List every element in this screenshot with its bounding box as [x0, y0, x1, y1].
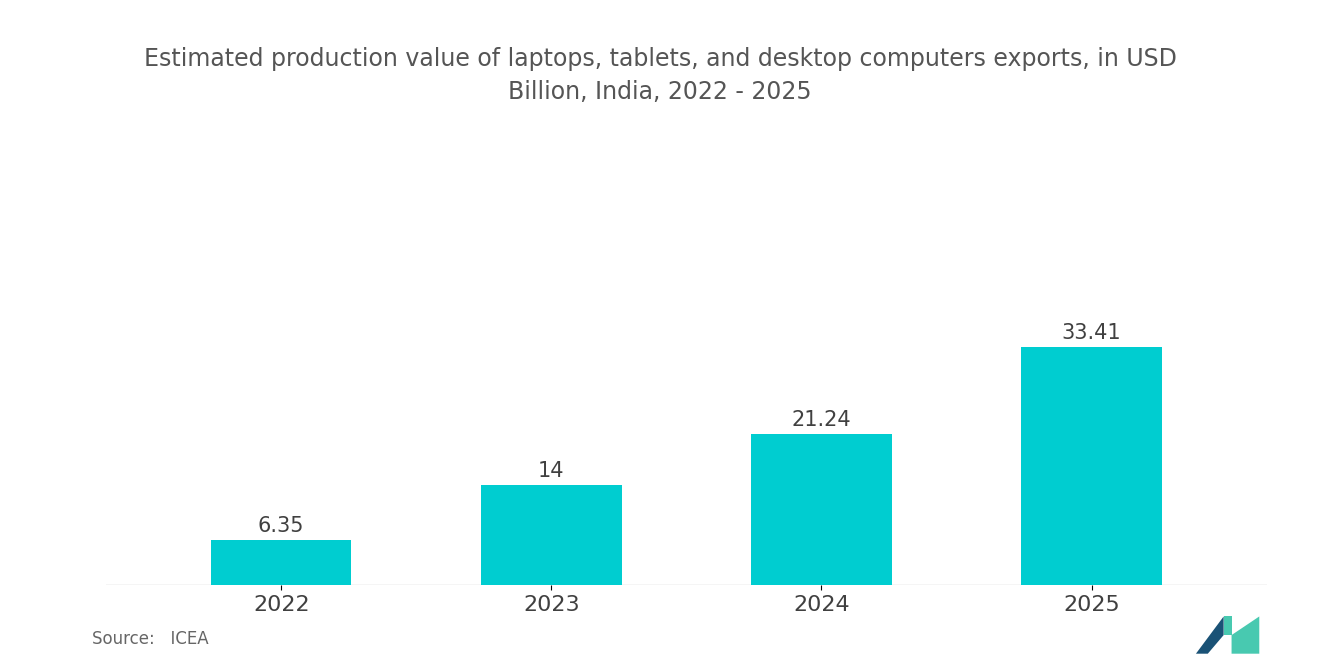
Bar — [480, 485, 622, 585]
Text: 14: 14 — [539, 461, 565, 481]
Bar — [211, 540, 351, 585]
Text: 6.35: 6.35 — [257, 515, 305, 536]
Text: Estimated production value of laptops, tablets, and desktop computers exports, i: Estimated production value of laptops, t… — [144, 47, 1176, 104]
Text: Source:   ICEA: Source: ICEA — [92, 630, 209, 648]
Bar — [1022, 347, 1162, 585]
Text: 33.41: 33.41 — [1061, 323, 1122, 343]
Text: 21.24: 21.24 — [792, 410, 851, 430]
Bar — [751, 434, 892, 585]
